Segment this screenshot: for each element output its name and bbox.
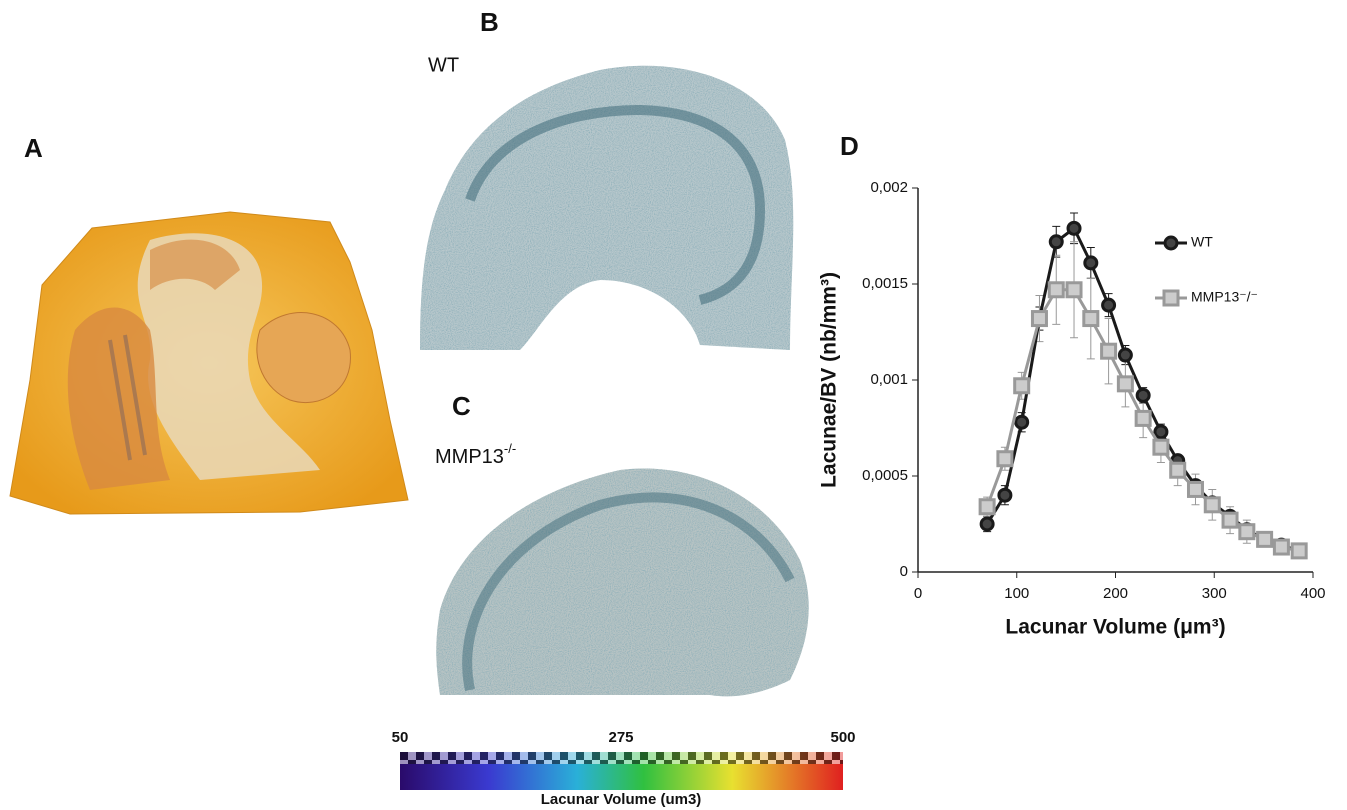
colorbar-gradient [400, 764, 843, 790]
x-tick-label: 300 [1202, 585, 1227, 602]
data-marker [981, 518, 993, 530]
data-marker [1016, 416, 1028, 428]
y-axis-label: Lacunae/BV (nb/mm³) [818, 272, 841, 488]
y-tick-label: 0,0015 [862, 275, 908, 292]
legend-marker [1164, 291, 1178, 305]
data-marker [980, 500, 994, 514]
x-axis-label: Lacunar Volume (μm³) [1005, 616, 1225, 639]
data-marker [1136, 411, 1150, 425]
data-marker [1032, 312, 1046, 326]
data-marker [1171, 463, 1185, 477]
data-marker [1119, 349, 1131, 361]
data-marker [1085, 257, 1097, 269]
panel-label: C [452, 391, 471, 421]
x-tick-label: 100 [1004, 585, 1029, 602]
panel-label: B [480, 7, 499, 37]
x-tick-label: 0 [914, 585, 922, 602]
data-marker [1084, 312, 1098, 326]
data-marker [998, 452, 1012, 466]
data-marker [1205, 498, 1219, 512]
panel-label: D [840, 131, 859, 161]
y-tick-label: 0 [900, 563, 908, 580]
data-marker [1223, 513, 1237, 527]
legend-marker [1165, 237, 1177, 249]
data-marker [1068, 222, 1080, 234]
colorbar-tick: 275 [608, 729, 633, 746]
genotype-superscript: -/- [504, 441, 516, 456]
data-marker [1240, 525, 1254, 539]
panel-label: A [24, 133, 43, 163]
y-tick-label: 0,002 [870, 179, 908, 196]
figure: A B WT C MMP13-/- 50 275 500 Lacunar Vol… [0, 0, 1347, 810]
data-marker [1154, 440, 1168, 454]
data-marker [1137, 389, 1149, 401]
data-marker [1274, 540, 1288, 554]
lacunae-render-b [420, 66, 793, 350]
data-marker [1049, 283, 1063, 297]
bone-render-a [10, 212, 408, 514]
data-marker [1102, 344, 1116, 358]
genotype-label: MMP13 [435, 446, 504, 468]
data-marker [1188, 482, 1202, 496]
legend-entry: WT [1155, 234, 1213, 250]
lacunae-render-c [436, 468, 808, 696]
genotype-label: MMP13-/- [435, 441, 516, 468]
page: A B WT C MMP13-/- 50 275 500 Lacunar Vol… [0, 0, 1347, 810]
x-tick-label: 400 [1300, 585, 1325, 602]
data-marker [1067, 283, 1081, 297]
legend-label: WT [1191, 234, 1213, 250]
data-marker [999, 489, 1011, 501]
data-marker [1155, 426, 1167, 438]
y-tick-label: 0,0005 [862, 467, 908, 484]
data-marker [1118, 377, 1132, 391]
colorbar-checker-tint [400, 752, 843, 764]
colorbar-tick: 50 [392, 729, 409, 746]
legend-label: MMP13⁻/⁻ [1191, 289, 1258, 305]
colorbar [400, 752, 843, 790]
chart: 0 0,0005 0,001 0,0015 0,002 0 100 200 300 400 Lacu… [818, 179, 1326, 639]
legend-entry: MMP13⁻/⁻ [1155, 289, 1258, 305]
data-marker [1292, 544, 1306, 558]
data-marker [1015, 379, 1029, 393]
colorbar-label: Lacunar Volume (um3) [541, 791, 702, 808]
data-marker [1050, 236, 1062, 248]
genotype-label: WT [428, 54, 459, 76]
data-marker [1103, 299, 1115, 311]
data-marker [1258, 532, 1272, 546]
x-tick-label: 200 [1103, 585, 1128, 602]
colorbar-tick: 500 [830, 729, 855, 746]
y-tick-label: 0,001 [870, 371, 908, 388]
